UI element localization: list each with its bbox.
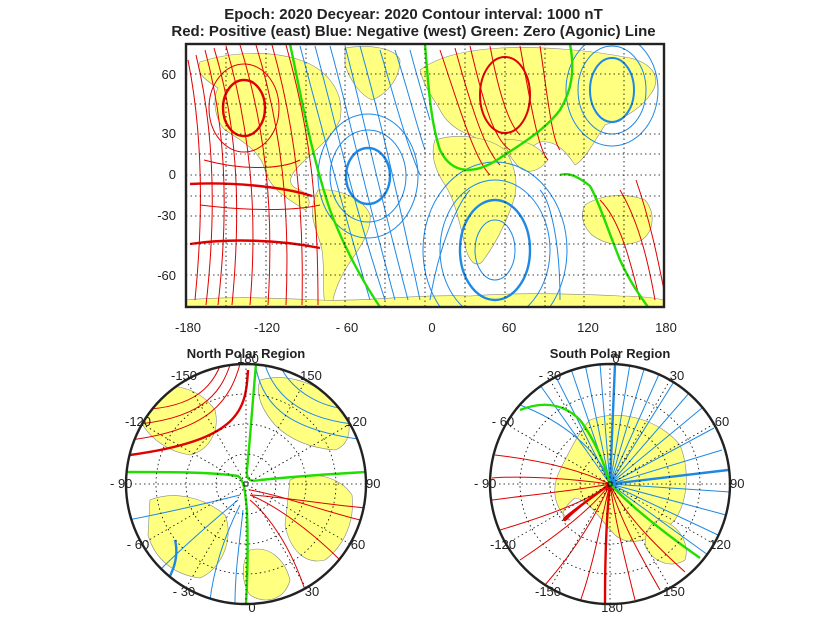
x-tick-label: 0 — [428, 320, 435, 335]
south-label-bl2: -150 — [535, 584, 561, 599]
negative-contours — [299, 44, 659, 307]
north-label-top: 180 — [237, 351, 259, 366]
y-tick-label: -30 — [157, 208, 176, 223]
north-label-right: 90 — [366, 476, 380, 491]
north-graticule — [126, 364, 366, 604]
main-map: -180 -120 - 60 0 60 120 180 60 30 0 -30 … — [157, 42, 677, 335]
map-frame — [184, 42, 666, 309]
zero-contours — [288, 44, 649, 307]
y-tick-label: -60 — [157, 268, 176, 283]
north-label-br1: 60 — [351, 537, 365, 552]
south-label-tr1: 30 — [670, 368, 684, 383]
north-label-bottom: 0 — [248, 600, 255, 615]
south-label-br1: 120 — [709, 537, 731, 552]
south-graticule — [490, 364, 730, 604]
south-negative — [519, 364, 730, 556]
south-label-tl2: - 60 — [492, 414, 514, 429]
north-label-br2: 30 — [305, 584, 319, 599]
south-label-top: 0 — [612, 351, 619, 366]
north-label-bl2: - 30 — [173, 584, 195, 599]
north-label-tr2: 120 — [345, 414, 367, 429]
y-tick-label: 60 — [162, 67, 176, 82]
x-tick-label: -180 — [175, 320, 201, 335]
south-polar-map: 0 180 - 90 90 - 30 - 60 30 60 -120 -150 … — [474, 351, 744, 615]
north-polar-map: 180 0 - 90 90 -150 -120 150 120 - 60 - 3… — [110, 351, 380, 615]
x-tick-label: 60 — [502, 320, 516, 335]
x-tick-label: 180 — [655, 320, 677, 335]
south-label-tl1: - 30 — [539, 368, 561, 383]
map-graticule — [186, 44, 664, 307]
south-zero — [519, 403, 701, 559]
south-polar-title: South Polar Region — [550, 346, 671, 361]
title-line-2: Red: Positive (east) Blue: Negative (wes… — [171, 23, 656, 40]
x-tick-label: -120 — [254, 320, 280, 335]
x-tick-labels: -180 -120 - 60 0 60 120 180 — [175, 320, 677, 335]
south-label-bottom: 180 — [601, 600, 623, 615]
south-label-bl1: -120 — [490, 537, 516, 552]
y-tick-labels: 60 30 0 -30 -60 — [157, 67, 176, 283]
title-line-1: Epoch: 2020 Decyear: 2020 Contour interv… — [224, 6, 603, 23]
north-label-tr1: 150 — [300, 368, 322, 383]
south-frame — [488, 362, 732, 606]
north-polar-title: North Polar Region — [187, 346, 306, 361]
south-labels: 0 180 - 90 90 - 30 - 60 30 60 -120 -150 … — [474, 351, 744, 615]
y-tick-label: 30 — [162, 126, 176, 141]
x-tick-label: 120 — [577, 320, 599, 335]
north-labels: 180 0 - 90 90 -150 -120 150 120 - 60 - 3… — [110, 351, 380, 615]
north-label-tl2: -120 — [125, 414, 151, 429]
y-tick-label: 0 — [169, 167, 176, 182]
south-label-br2: 150 — [663, 584, 685, 599]
x-tick-label: - 60 — [336, 320, 358, 335]
north-frame — [124, 362, 368, 606]
south-label-right: 90 — [730, 476, 744, 491]
south-label-left: - 90 — [474, 476, 496, 491]
north-label-tl1: -150 — [171, 368, 197, 383]
land-masses — [186, 46, 664, 307]
north-label-bl1: - 60 — [127, 537, 149, 552]
south-label-tr2: 60 — [715, 414, 729, 429]
north-label-left: - 90 — [110, 476, 132, 491]
